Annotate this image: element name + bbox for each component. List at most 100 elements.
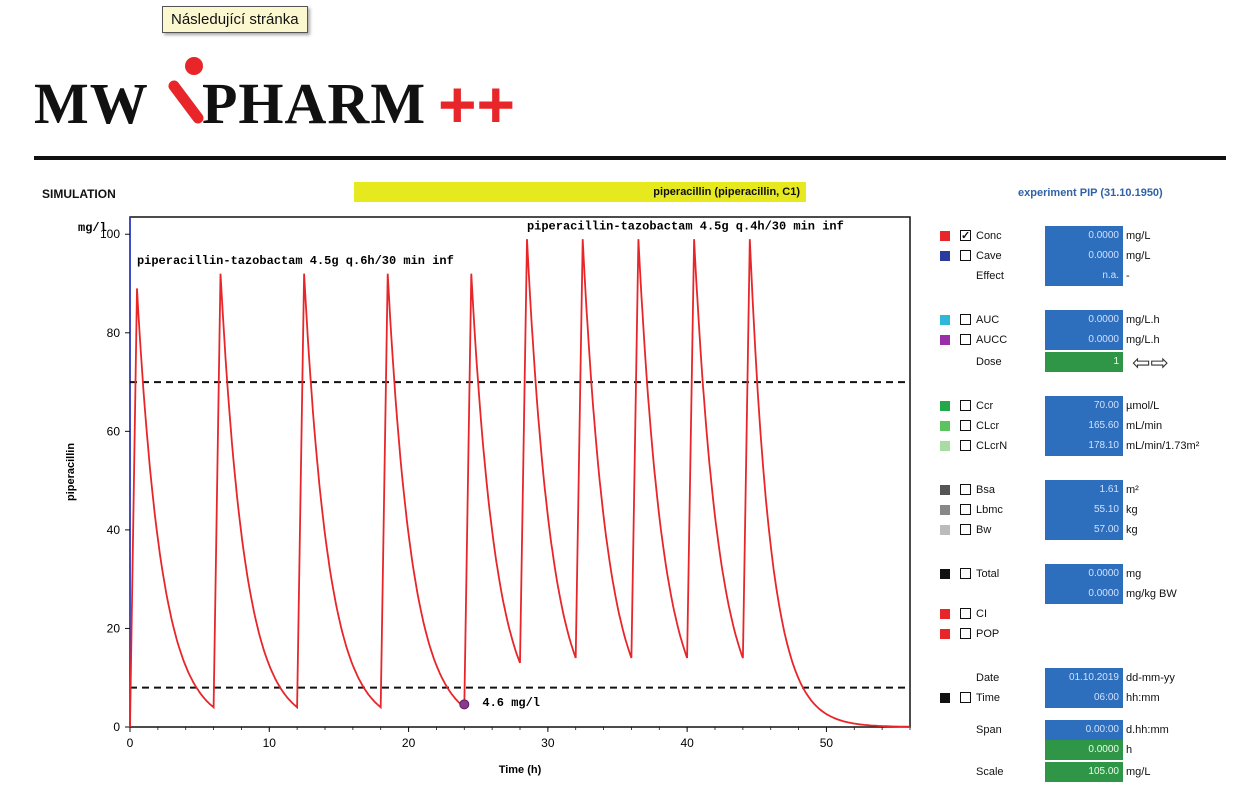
auc-value[interactable]: 0.0000 <box>1045 310 1123 330</box>
lbmc-label: Lbmc <box>976 504 1003 516</box>
scale-unit: mg/L <box>1126 766 1151 778</box>
time-checkbox[interactable] <box>960 692 971 703</box>
clcrn-label: CLcrN <box>976 440 1008 452</box>
ccr-swatch <box>940 401 950 411</box>
y-axis-label: piperacillin <box>65 443 77 501</box>
experiment-label[interactable]: experiment PIP (31.10.1950) <box>1018 187 1163 199</box>
hours-value[interactable]: 0.0000 <box>1045 740 1123 760</box>
span-value[interactable]: 0.00:00 <box>1045 720 1123 740</box>
concentration-time-chart[interactable]: 0 20 40 60 80 100 0 10 20 30 40 50 mg/l piperacillin T… <box>60 205 920 795</box>
bw-unit: kg <box>1126 524 1138 536</box>
conc-value[interactable]: 0.0000 <box>1045 226 1123 246</box>
conc-unit: mg/L <box>1126 230 1151 242</box>
date-unit: dd-mm-yy <box>1126 672 1175 684</box>
bsa-swatch <box>940 485 950 495</box>
tooltip-next-page: Následující stránka <box>162 6 308 33</box>
clcrn-swatch <box>940 441 950 451</box>
lbmc-unit: kg <box>1126 504 1138 516</box>
bsa-label: Bsa <box>976 484 995 496</box>
aucc-checkbox[interactable] <box>960 334 971 345</box>
x-tick-label: 20 <box>402 736 416 750</box>
clcr-swatch <box>940 421 950 431</box>
aucc-swatch <box>940 335 950 345</box>
row-bw: Bw <box>940 520 1040 540</box>
concentration-curve[interactable] <box>129 239 911 728</box>
lbmc-checkbox[interactable] <box>960 504 971 515</box>
effect-value[interactable]: n.a. <box>1045 266 1123 286</box>
row-conc: Conc <box>940 226 1240 246</box>
row-pop: POP <box>940 624 1040 644</box>
cave-swatch <box>940 251 950 261</box>
chart-annotation: piperacillin-tazobactam 4.5g q.4h/30 min… <box>527 219 844 233</box>
ci-checkbox[interactable] <box>960 608 971 619</box>
auc-swatch <box>940 315 950 325</box>
aucc-value[interactable]: 0.0000 <box>1045 330 1123 350</box>
ccr-checkbox[interactable] <box>960 400 971 411</box>
ccr-unit: µmol/L <box>1126 400 1160 412</box>
clcrn-value[interactable]: 178.10 <box>1045 436 1123 456</box>
y-tick-label: 100 <box>100 227 120 241</box>
logo-mw-text: MW <box>34 71 149 136</box>
date-value[interactable]: 01.10.2019 <box>1045 668 1123 688</box>
dose-value[interactable]: 1 <box>1045 352 1123 372</box>
drug-title-bar: piperacillin (piperacillin, C1) <box>354 182 806 202</box>
bw-label: Bw <box>976 524 992 536</box>
auc-unit: mg/L.h <box>1126 314 1160 326</box>
pop-label: POP <box>976 628 1000 640</box>
cave-label: Cave <box>976 250 1002 262</box>
clcr-value[interactable]: 165.60 <box>1045 416 1123 436</box>
scale-label: Scale <box>976 766 1004 778</box>
conc-checkbox[interactable] <box>960 226 971 246</box>
x-tick-label: 0 <box>127 736 134 750</box>
pop-checkbox[interactable] <box>960 628 971 639</box>
y-tick-label: 60 <box>107 424 121 438</box>
bsa-value[interactable]: 1.61 <box>1045 480 1123 500</box>
effect-label: Effect <box>976 270 1004 282</box>
row-dose: Dose <box>940 352 1040 372</box>
aucc-unit: mg/L.h <box>1126 334 1160 346</box>
scale-value[interactable]: 105.00 <box>1045 762 1123 782</box>
ci-label: CI <box>976 608 987 620</box>
cave-value[interactable]: 0.0000 <box>1045 246 1123 266</box>
ccr-label: Ccr <box>976 400 994 412</box>
row-clcrn: CLcrN <box>940 436 1040 456</box>
lbmc-swatch <box>940 505 950 515</box>
ccr-value[interactable]: 70.00 <box>1045 396 1123 416</box>
date-label: Date <box>976 672 1000 684</box>
logo-i-mark <box>168 57 204 124</box>
lbmc-value[interactable]: 55.10 <box>1045 500 1123 520</box>
x-axis-label: Time (h) <box>499 764 542 776</box>
hours-unit: h <box>1126 744 1133 756</box>
pop-swatch <box>940 629 950 639</box>
clcrn-checkbox[interactable] <box>960 440 971 451</box>
cave-checkbox[interactable] <box>960 250 971 261</box>
clcrn-unit: mL/min/1.73m² <box>1126 440 1200 452</box>
bw-value[interactable]: 57.00 <box>1045 520 1123 540</box>
bsa-unit: m² <box>1126 484 1139 496</box>
total-per-kg-unit: mg/kg BW <box>1126 588 1177 600</box>
clcr-checkbox[interactable] <box>960 420 971 431</box>
total-per-kg-value[interactable]: 0.0000 <box>1045 584 1123 604</box>
x-tick-label: 10 <box>263 736 277 750</box>
row-auc: AUC <box>940 310 1040 330</box>
cursor-marker[interactable] <box>459 699 470 710</box>
dose-stepper-arrows[interactable]: ⇦⇨ <box>1132 350 1169 375</box>
total-value[interactable]: 0.0000 <box>1045 564 1123 584</box>
row-scale: Scale <box>940 762 1040 782</box>
aucc-label: AUCC <box>976 334 1008 346</box>
row-bsa: Bsa <box>940 480 1040 500</box>
bw-checkbox[interactable] <box>960 524 971 535</box>
bw-swatch <box>940 525 950 535</box>
bsa-checkbox[interactable] <box>960 484 971 495</box>
x-tick-label: 30 <box>541 736 555 750</box>
conc-swatch <box>940 231 950 241</box>
cave-unit: mg/L <box>1126 250 1151 262</box>
clcr-label: CLcr <box>976 420 1000 432</box>
total-checkbox[interactable] <box>960 568 971 579</box>
y-tick-label: 20 <box>107 621 121 635</box>
row-total: Total <box>940 564 1040 584</box>
x-tick-label: 40 <box>680 736 694 750</box>
row-aucc: AUCC <box>940 330 1040 350</box>
auc-checkbox[interactable] <box>960 314 971 325</box>
time-value[interactable]: 06:00 <box>1045 688 1123 708</box>
